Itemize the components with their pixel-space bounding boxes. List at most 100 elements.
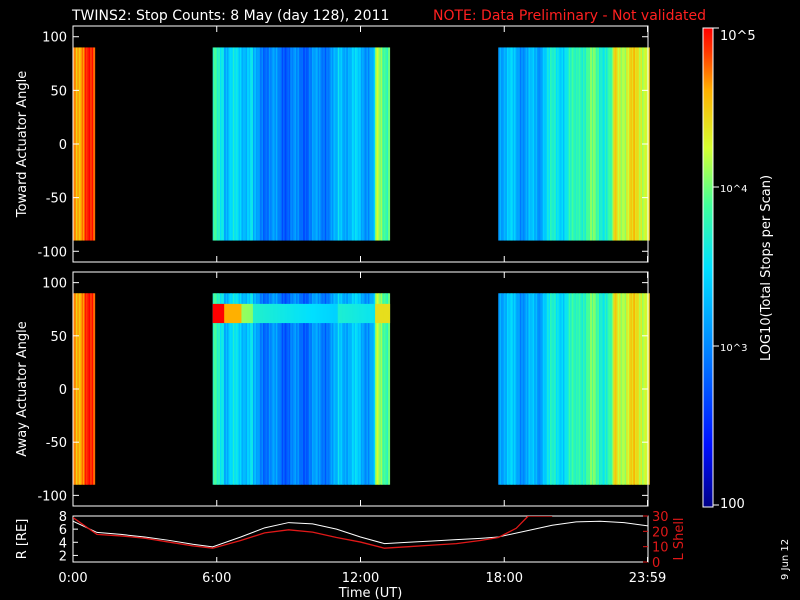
heatmap-cell [254,293,257,485]
heatmap-cell [531,293,534,485]
heatmap-cell [508,47,511,241]
heatmap-cell [521,293,524,485]
heatmap-cell [505,47,508,241]
heatmap-cell [379,293,382,485]
heatmap-cell [596,47,599,241]
heatmap-cell [300,47,303,241]
heatmap-cell [81,293,84,485]
heatmap-cell [268,303,271,324]
heatmap-cell [300,303,303,324]
heatmap-cell [534,293,537,485]
heatmap-cell [382,293,385,485]
heatmap-cell [232,47,235,241]
heatmap-cell [237,47,240,241]
heatmap-cell [281,293,284,485]
heatmap-cell [219,47,222,241]
heatmap-cell [327,293,330,485]
y-right-tick-label: 30 [652,510,669,525]
heatmap-cell [367,47,370,241]
heatmap-cell [544,293,547,485]
heatmap-cell [574,47,577,241]
heatmap-cell [583,47,586,241]
heatmap-cell [349,293,352,485]
heatmap-cell [554,47,557,241]
heatmap-cell [535,293,538,485]
heatmap-cell [247,47,250,241]
heatmap-cell [225,47,228,241]
y-right-tick-label: 10 [652,541,669,556]
heatmap-cell [326,47,329,241]
y-right-tick-label: 20 [652,525,669,540]
heatmap-cell [558,293,561,485]
heatmap-cell [304,293,307,485]
colorbar: 10^5 10^4 10^3 100 LOG10(Total Stops per… [702,27,774,512]
heatmap-cell [360,47,363,241]
heatmap-cell [365,303,368,324]
heatmap-cell [575,47,578,241]
heatmap-cell [501,47,504,241]
heatmap-cell [363,47,366,241]
heatmap-cell [613,47,616,241]
heatmap-cell [527,293,530,485]
heatmap-cell [634,47,637,241]
heatmap-cell [288,303,291,324]
heatmap-cell [640,293,643,485]
heatmap-cell [365,293,368,485]
heatmap-cell [91,47,94,241]
heatmap-cell [541,47,544,241]
heatmap-cell [291,47,294,241]
heatmap-cell [306,293,309,485]
heatmap-cell [314,293,317,485]
heatmap-cell [321,293,324,485]
heatmap-cell [352,303,355,324]
heatmap-cell [252,303,255,324]
colorbar-scale [702,27,714,508]
heatmap-cell [629,293,632,485]
heatmap-cell [383,293,386,485]
heatmap-cell [600,293,603,485]
heatmap-cell [539,47,542,241]
heatmap-cell [308,303,312,324]
heatmap-cell [323,303,326,324]
heatmap-cell [339,293,342,485]
heatmap-cell [227,293,230,485]
y-tick-label: 0 [59,138,67,153]
heatmap-cell [235,47,238,241]
heatmap-cell [78,47,81,241]
heatmap-cell [388,47,391,241]
heatmap-cell [619,293,622,485]
heatmap-cell [379,303,382,324]
heatmap-cell [639,293,642,485]
heatmap-cell [334,47,337,241]
heatmap-cell [330,303,333,324]
heatmap-cell [383,47,386,241]
heatmap-cell [362,303,365,324]
y-tick-label: 100 [42,31,67,46]
heatmap-cell [296,47,299,241]
heatmap-cell [529,293,532,485]
heatmap-cell [274,303,277,324]
heatmap-cell [277,47,280,241]
heatmap-cell [238,47,241,241]
heatmap-cell [80,293,83,485]
heatmap-cell [603,47,606,241]
heatmap-cell [601,293,604,485]
heatmap-cell [85,47,88,241]
heatmap-cell [623,293,626,485]
heatmap-cell [532,293,535,485]
heatmap-cell [283,303,286,324]
heatmap-cell [616,293,619,485]
heatmap-cell [557,47,560,241]
heatmap-cell [234,47,237,241]
heatmap-cell [366,47,369,241]
heatmap-cell [637,293,640,485]
heatmap-cell [525,293,528,485]
heatmap-cell [376,303,379,324]
heatmap-cell [554,293,557,485]
heatmap-cell [347,293,350,485]
y-tick-label: 8 [59,510,67,525]
heatmap-cell [232,303,235,324]
heatmap-cell [537,47,540,241]
heatmap-cell [324,293,327,485]
heatmap-cell [248,293,251,485]
